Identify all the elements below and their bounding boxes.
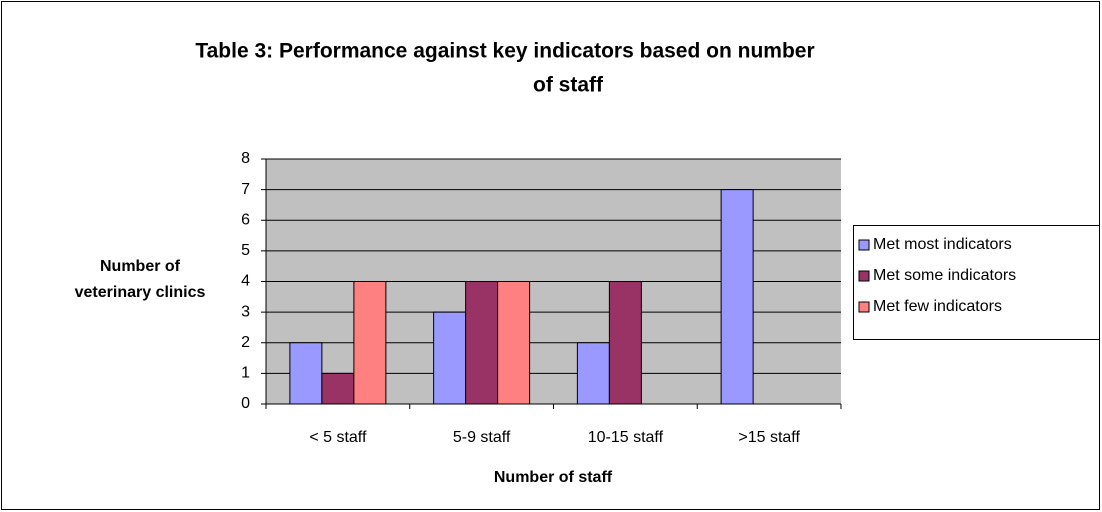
legend-label: Met most indicators — [873, 236, 1012, 253]
bar — [576, 342, 610, 405]
y-tick-label: 0 — [241, 395, 250, 412]
y-tick-label: 7 — [241, 181, 250, 198]
bar — [321, 372, 355, 405]
legend — [853, 225, 1100, 340]
y-tick-label: 3 — [241, 303, 250, 320]
y-tick-label: 6 — [241, 211, 250, 228]
legend-label: Met some indicators — [873, 267, 1016, 284]
y-tick-label: 1 — [241, 365, 250, 382]
x-tick-label: 10-15 staff — [588, 429, 664, 446]
y-tick-label: 2 — [241, 334, 250, 351]
legend-label: Met few indicators — [873, 298, 1002, 315]
x-tick-label: 5-9 staff — [453, 429, 511, 446]
y-tick-label: 4 — [241, 273, 250, 290]
bar — [720, 189, 754, 405]
legend-swatch — [858, 270, 870, 282]
bar — [289, 342, 323, 405]
chart-title: Table 3: Performance against key indicat… — [195, 40, 814, 63]
legend-swatch — [858, 301, 870, 313]
y-axis-label: veterinary clinics — [75, 284, 206, 301]
chart-title: of staff — [533, 74, 604, 97]
y-axis-label: Number of — [100, 258, 181, 275]
bar — [433, 311, 467, 405]
legend-swatch — [858, 239, 870, 251]
y-tick-label: 5 — [241, 242, 250, 259]
x-tick-label: >15 staff — [738, 429, 800, 446]
x-axis-label: Number of staff — [494, 469, 613, 486]
bar — [353, 281, 387, 405]
bar — [497, 281, 531, 405]
y-tick-label: 8 — [241, 150, 250, 167]
x-tick-label: < 5 staff — [309, 429, 367, 446]
bar — [608, 281, 642, 405]
bar — [465, 281, 499, 405]
